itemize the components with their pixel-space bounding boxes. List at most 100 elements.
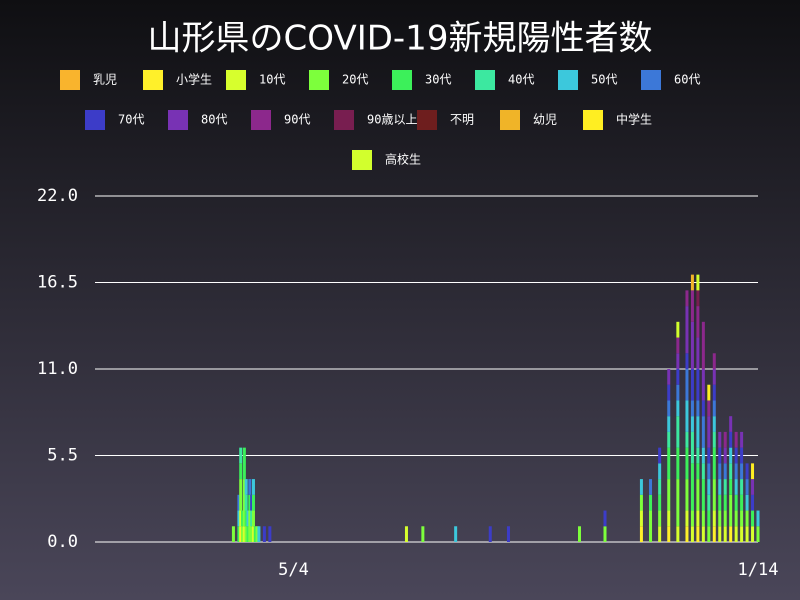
bar-segment [751, 526, 755, 542]
bar-segment [639, 510, 643, 527]
legend-label: 乳児 [93, 73, 117, 87]
legend-swatch [500, 110, 520, 130]
bar-segment [701, 463, 705, 480]
bar-segment [237, 494, 241, 511]
bar-segment [701, 321, 705, 369]
bar-segment [734, 479, 738, 495]
bar-segment [690, 463, 694, 511]
bar-segment [745, 463, 749, 480]
bar-segment [718, 447, 722, 464]
legend-swatch [641, 70, 661, 90]
bar-segment [690, 431, 694, 464]
legend-swatch [417, 110, 437, 130]
legend-swatch [475, 70, 495, 90]
bar-segment [667, 416, 671, 432]
legend-label: 90歳以上 [367, 113, 417, 127]
bar-segment [244, 510, 248, 527]
bar-segment [690, 274, 694, 291]
bar-segment [696, 290, 700, 307]
bar-segment [745, 494, 749, 511]
bar-segment [723, 479, 727, 495]
bar-segment [250, 510, 254, 527]
bar-segment [676, 479, 680, 527]
x-tick-label: 1/14 [738, 560, 779, 580]
bar-segment [740, 479, 744, 495]
bar-segment [690, 416, 694, 432]
bar-segment [685, 369, 689, 401]
bar-segment [658, 494, 662, 511]
bar-segment [268, 526, 272, 542]
legend-swatch [583, 110, 603, 130]
bar-segment [740, 463, 744, 480]
legend-label: 30代 [425, 73, 451, 87]
bar-segment [676, 337, 680, 354]
bar-segment [242, 447, 246, 480]
bar-segment [231, 526, 235, 542]
bar-segment [751, 510, 755, 527]
y-tick-label: 0.0 [47, 532, 78, 552]
bar-segment [712, 510, 716, 527]
bar-segment [740, 510, 744, 527]
bar-segment [712, 431, 716, 448]
bar-segment [242, 526, 246, 542]
bar-segment [658, 510, 662, 527]
bar-segment [734, 510, 738, 527]
legend-label: 40代 [508, 73, 534, 87]
bar-segment [676, 353, 680, 369]
y-tick-label: 16.5 [37, 273, 78, 293]
bar-segment [712, 353, 716, 369]
bar-segment [707, 416, 711, 448]
legend-swatch [143, 70, 163, 90]
legend-swatch [558, 70, 578, 90]
bar-segment [685, 290, 689, 307]
bar-segment [718, 510, 722, 527]
bar-segment [603, 526, 607, 542]
bar-segment [262, 526, 266, 542]
bar-segment [723, 431, 727, 448]
bar-segment [756, 510, 760, 527]
bar-segment [658, 479, 662, 495]
bar-segment [751, 463, 755, 480]
bar-segment [745, 510, 749, 527]
bar-segment [639, 479, 643, 495]
legend-swatch [392, 70, 412, 90]
bar-segment [707, 400, 711, 417]
bar-segment [685, 510, 689, 527]
legend-swatch [85, 110, 105, 130]
bar-segment [751, 494, 755, 511]
bar-segment [745, 526, 749, 542]
legend-swatch [352, 150, 372, 170]
legend-swatch [251, 110, 271, 130]
bar-segment [667, 510, 671, 527]
bar-segment [734, 494, 738, 511]
bar-segment [676, 447, 680, 480]
bar-segment [237, 510, 241, 527]
bar-segment [734, 431, 738, 448]
bar-segment [639, 526, 643, 542]
bar-segment [658, 447, 662, 464]
bar-segment [696, 306, 700, 338]
bar-segment [667, 447, 671, 480]
legend-swatch [334, 110, 354, 130]
bar-segment [251, 510, 255, 527]
bar-segment [250, 494, 254, 511]
bar-segment [257, 526, 261, 542]
bar-segment [239, 463, 243, 480]
bar-segment [701, 447, 705, 464]
bar-segment [690, 321, 694, 369]
bar-segment [712, 384, 716, 401]
bar-segment [740, 431, 744, 448]
bar-segment [685, 526, 689, 542]
bar-segment [649, 510, 653, 542]
legend-label: 70代 [118, 113, 144, 127]
bar-segment [676, 321, 680, 338]
bar-segment [729, 431, 733, 448]
bar-segment [241, 526, 245, 542]
bar-segment [685, 431, 689, 448]
bar-segment [723, 494, 727, 511]
bar-segment [696, 479, 700, 511]
bar-segment [488, 526, 492, 542]
bar-segment [701, 526, 705, 542]
chart-title: 山形県のCOVID-19新規陽性者数 [148, 19, 653, 59]
